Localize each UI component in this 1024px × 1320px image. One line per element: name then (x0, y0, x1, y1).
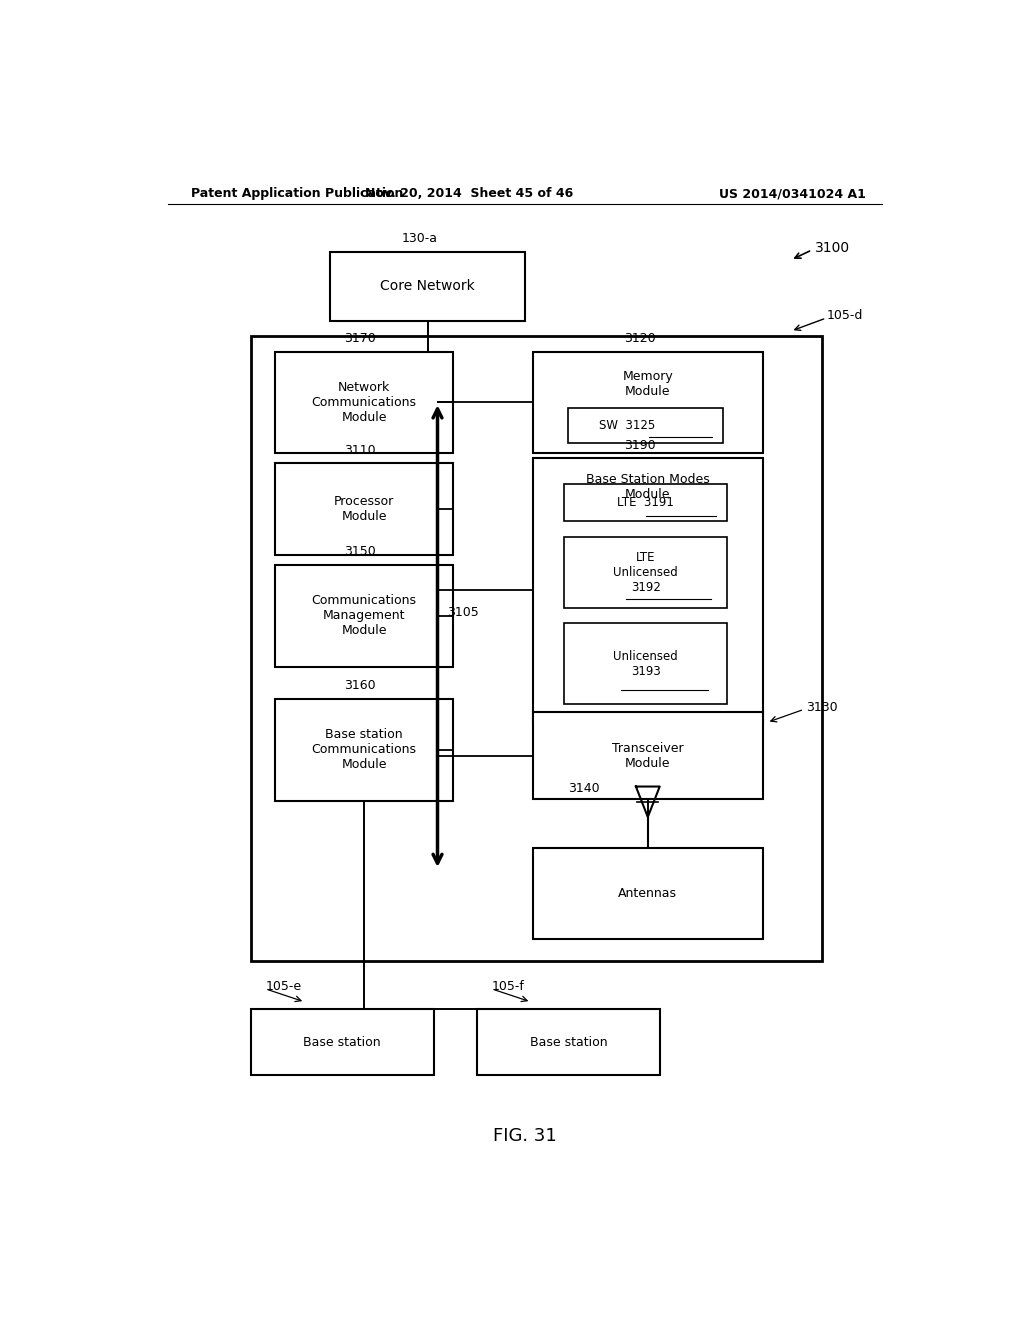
Text: Base station: Base station (303, 1036, 381, 1048)
Text: FIG. 31: FIG. 31 (493, 1127, 557, 1146)
Text: 105-f: 105-f (492, 981, 524, 993)
Text: LTE
Unlicensed
3192: LTE Unlicensed 3192 (613, 550, 678, 594)
Text: Nov. 20, 2014  Sheet 45 of 46: Nov. 20, 2014 Sheet 45 of 46 (366, 187, 573, 201)
Bar (564, 536, 727, 607)
Text: 3140: 3140 (568, 781, 600, 795)
Bar (532, 847, 763, 939)
Bar (532, 458, 763, 722)
Bar (564, 623, 727, 704)
Bar (477, 1008, 659, 1076)
Text: 3120: 3120 (624, 331, 655, 345)
Text: 3130: 3130 (807, 701, 839, 714)
Text: 130-a: 130-a (401, 232, 437, 246)
Bar (532, 713, 763, 799)
Text: Network
Communications
Module: Network Communications Module (311, 381, 417, 424)
Text: 3160: 3160 (344, 680, 376, 693)
Text: Communications
Management
Module: Communications Management Module (311, 594, 417, 638)
Text: Core Network: Core Network (380, 280, 475, 293)
Bar (251, 337, 822, 961)
Bar (251, 1008, 433, 1076)
Text: Base station
Communications
Module: Base station Communications Module (311, 729, 417, 771)
Text: 3150: 3150 (344, 545, 376, 558)
Text: 3190: 3190 (624, 438, 655, 451)
Text: 3170: 3170 (344, 331, 376, 345)
Text: US 2014/0341024 A1: US 2014/0341024 A1 (719, 187, 866, 201)
Bar (568, 408, 723, 444)
Text: Memory
Module: Memory Module (623, 370, 673, 399)
Text: Patent Application Publication: Patent Application Publication (191, 187, 403, 201)
Text: 3110: 3110 (344, 444, 376, 457)
Bar (274, 463, 454, 554)
Bar (274, 700, 454, 801)
Text: Base Station Modes
Module: Base Station Modes Module (586, 473, 710, 500)
Text: Processor
Module: Processor Module (334, 495, 394, 523)
Bar (532, 351, 763, 453)
Text: SW  3125: SW 3125 (599, 420, 655, 432)
Bar (274, 565, 454, 667)
Text: 3100: 3100 (814, 240, 850, 255)
Bar (274, 351, 454, 453)
Text: Unlicensed
3193: Unlicensed 3193 (613, 649, 678, 677)
Text: 105-e: 105-e (265, 981, 301, 993)
Text: LTE  3191: LTE 3191 (617, 496, 674, 510)
Bar (564, 483, 727, 521)
Text: 3105: 3105 (447, 606, 479, 619)
Text: Antennas: Antennas (618, 887, 677, 900)
Text: 105-d: 105-d (826, 309, 863, 322)
Bar (331, 252, 525, 321)
Text: Transceiver
Module: Transceiver Module (612, 742, 684, 770)
Text: Base station: Base station (529, 1036, 607, 1048)
